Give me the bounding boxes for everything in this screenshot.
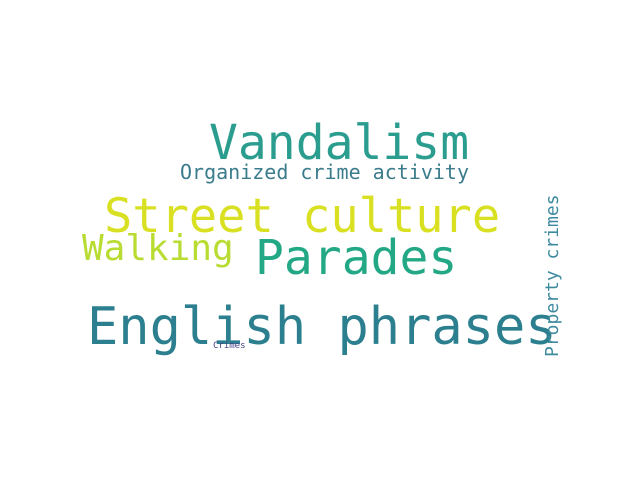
word-street-culture: Street culture xyxy=(104,189,501,244)
word-organized-crime-activity: Organized crime activity xyxy=(180,160,469,184)
word-vandalism: Vandalism xyxy=(209,115,470,171)
word-walking: Walking xyxy=(82,228,234,269)
word-property-crimes: Property crimes xyxy=(542,194,563,357)
word-english-phrases: English phrases xyxy=(87,297,557,357)
word-parades: Parades xyxy=(255,230,458,286)
word-crimes: Crimes xyxy=(213,341,246,351)
